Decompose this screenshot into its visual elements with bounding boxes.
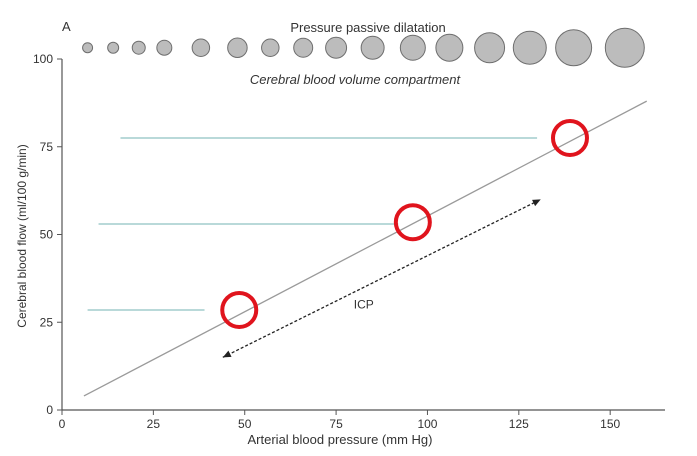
icp-label: ICP <box>354 297 374 311</box>
x-tick-label: 50 <box>238 417 252 431</box>
panel-label: A <box>62 19 71 34</box>
volume-circle <box>131 40 146 55</box>
volume-circle <box>555 29 593 67</box>
x-tick-label: 150 <box>600 417 620 431</box>
volume-circle <box>156 39 173 56</box>
y-axis-label: Cerebral blood flow (ml/100 g/min) <box>15 144 29 327</box>
volume-circle <box>512 30 547 65</box>
highlight-point <box>220 290 259 329</box>
highlight-point <box>393 203 432 242</box>
volume-circle <box>399 34 426 61</box>
compartment-label: Cerebral blood volume compartment <box>250 72 462 87</box>
volume-circle <box>325 36 348 59</box>
chart-top-label: Pressure passive dilatation <box>290 20 445 35</box>
icp-arrow-head <box>222 350 232 358</box>
y-tick-label: 50 <box>40 228 54 242</box>
x-tick-label: 75 <box>329 417 343 431</box>
x-tick-label: 25 <box>147 417 161 431</box>
highlight-points <box>220 118 589 329</box>
volume-circle <box>435 33 464 62</box>
volume-circle <box>604 27 645 68</box>
y-tick-label: 75 <box>40 140 54 154</box>
x-tick-label: 125 <box>509 417 529 431</box>
x-tick-label: 0 <box>59 417 66 431</box>
y-tick-label: 100 <box>33 52 53 66</box>
y-tick-label: 0 <box>46 403 53 417</box>
reference-lines <box>87 137 538 311</box>
volume-circle <box>261 38 280 57</box>
regulation-line <box>83 100 648 397</box>
x-tick-label: 100 <box>417 417 437 431</box>
icp-arrow-head <box>532 199 541 207</box>
highlight-point <box>550 118 589 157</box>
y-ticks: 0 25 50 75 100 <box>33 52 62 417</box>
volume-circle <box>360 35 385 60</box>
icp-arrow-shaft <box>222 198 542 358</box>
volume-circle <box>474 32 506 64</box>
volume-circles <box>82 27 645 68</box>
x-ticks: 0 25 50 75 100 125 150 <box>59 410 621 431</box>
y-tick-label: 25 <box>40 315 54 329</box>
volume-circle <box>227 37 248 58</box>
volume-circle <box>107 41 120 54</box>
x-axis-label: Arterial blood pressure (mm Hg) <box>248 432 433 447</box>
volume-circle <box>191 38 211 57</box>
volume-circle <box>293 37 314 58</box>
icp-arrow <box>222 198 542 358</box>
volume-circle <box>82 42 94 54</box>
